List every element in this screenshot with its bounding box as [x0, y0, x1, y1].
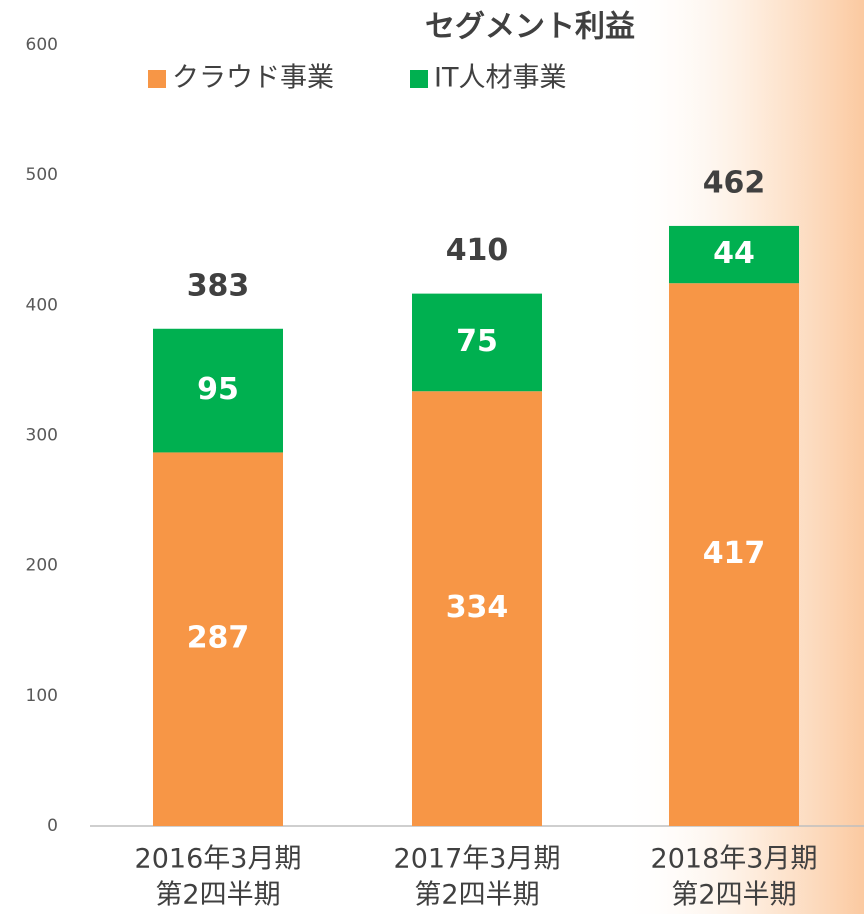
bar-segment	[153, 452, 283, 826]
y-tick-label: 400	[26, 295, 58, 315]
data-label: 334	[446, 590, 509, 625]
legend-swatch	[410, 70, 428, 88]
total-label: 462	[703, 165, 766, 200]
bar-segment	[412, 391, 542, 826]
x-tick-label: 第2四半期	[155, 880, 280, 911]
bar-segment	[153, 328, 283, 453]
bar-segment	[412, 293, 542, 392]
y-tick-label: 300	[26, 426, 58, 446]
y-tick-label: 200	[26, 556, 58, 576]
legend-label: クラウド事業	[172, 63, 334, 94]
y-tick-label: 0	[47, 816, 58, 836]
x-tick-label: 2017年3月期	[394, 844, 561, 875]
bar-segment	[669, 283, 799, 827]
data-label: 417	[703, 536, 766, 571]
y-tick-label: 600	[26, 35, 58, 55]
x-tick-label: 2018年3月期	[651, 844, 818, 875]
total-label: 410	[446, 233, 509, 268]
y-tick-label: 500	[26, 165, 58, 185]
x-tick-label: 2016年3月期	[135, 844, 302, 875]
bar-segment	[669, 225, 799, 284]
legend-swatch	[148, 70, 166, 88]
data-label: 287	[187, 621, 250, 656]
data-label: 75	[456, 324, 498, 359]
data-label: 95	[197, 372, 239, 407]
x-tick-label: 第2四半期	[671, 880, 796, 911]
y-tick-label: 100	[26, 686, 58, 706]
x-tick-label: 第2四半期	[414, 880, 539, 911]
data-label: 44	[713, 236, 755, 271]
legend-label: IT人材事業	[434, 63, 566, 94]
total-label: 383	[187, 268, 250, 303]
chart-title: セグメント利益	[425, 10, 635, 45]
